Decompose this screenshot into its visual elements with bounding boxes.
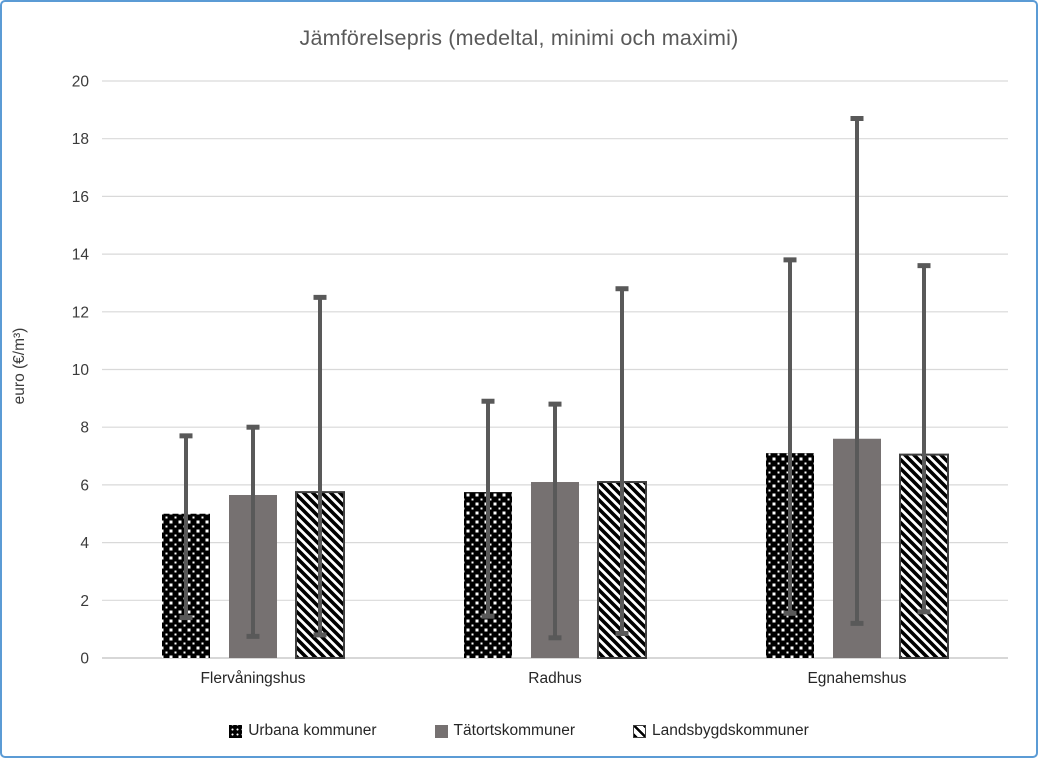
error-bars-layer (179, 116, 931, 641)
category-label: Radhus (528, 670, 582, 687)
legend-item-urbana[interactable]: Urbana kommuner (229, 722, 377, 740)
y-tick-label: 10 (72, 362, 90, 379)
y-tick-label: 16 (72, 189, 89, 206)
legend-item-landsbygds[interactable]: Landsbygdskommuner (633, 722, 809, 740)
y-tick-label: 8 (80, 420, 89, 437)
category-label: Egnahemshus (807, 670, 906, 687)
chart-title: Jämförelsepris (medeltal, minimi och max… (299, 26, 739, 50)
y-tick-label: 20 (72, 74, 90, 91)
axis-labels-layer: 0 2 4 6 8 10 12 14 16 18 20 Flervåningshus Radhus Egn… (72, 74, 907, 688)
y-tick-label: 14 (72, 247, 90, 264)
y-tick-label: 2 (80, 593, 89, 610)
y-tick-label: 4 (80, 535, 89, 552)
y-tick-label: 6 (80, 477, 89, 494)
legend: Urbana kommuner Tätortskommuner Landsbyg… (2, 722, 1036, 740)
y-tick-label: 0 (80, 651, 89, 668)
y-tick-label: 12 (72, 304, 89, 321)
legend-swatch-hatch-icon (633, 724, 646, 738)
legend-item-tatorts[interactable]: Tätortskommuner (434, 722, 575, 740)
legend-label: Tätortskommuner (453, 722, 575, 739)
y-tick-label: 18 (72, 131, 89, 148)
legend-label: Urbana kommuner (248, 722, 377, 739)
legend-swatch-black-dots-icon (229, 724, 243, 738)
category-label: Flervåningshus (200, 670, 305, 687)
legend-swatch-gray-icon (434, 724, 448, 738)
legend-label: Landsbygdskommuner (652, 722, 809, 739)
